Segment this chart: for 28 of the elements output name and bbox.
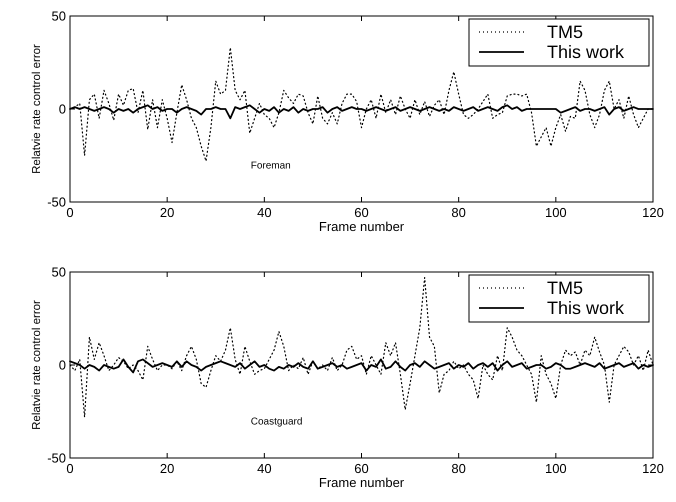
x-tick-label: 20: [160, 205, 174, 220]
x-tick-label: 40: [257, 205, 272, 220]
x-tick-label: 100: [544, 461, 567, 476]
legend-label: TM5: [547, 278, 583, 298]
legend-label: TM5: [547, 22, 583, 42]
annotation: Coastguard: [250, 416, 302, 428]
x-tick-label: 60: [354, 461, 369, 476]
x-tick-label: 20: [160, 461, 174, 476]
y-tick-label: -50: [47, 194, 66, 210]
x-tick-label: 120: [642, 205, 664, 220]
y-tick-label: 0: [58, 102, 66, 116]
y-axis-title: Relatvie rate control error: [31, 300, 43, 430]
x-axis-title: Frame number: [318, 475, 405, 490]
x-tick-label: 120: [642, 461, 664, 476]
y-tick-label: -50: [47, 450, 66, 466]
y-tick-label: 50: [52, 8, 66, 24]
x-tick-label: 80: [451, 205, 466, 220]
y-axis-title: Relatvie rate control error: [31, 44, 43, 174]
legend-label: This work: [547, 42, 626, 62]
x-tick-label: 80: [451, 461, 466, 476]
y-tick-label: 50: [52, 264, 66, 280]
x-tick-label: 40: [257, 461, 272, 476]
x-axis-title: Frame number: [318, 219, 405, 234]
y-tick-label: 0: [58, 358, 66, 372]
annotation: Foreman: [250, 160, 291, 172]
x-tick-label: 100: [544, 205, 567, 220]
x-tick-label: 60: [354, 205, 369, 220]
legend-label: This work: [547, 298, 626, 318]
